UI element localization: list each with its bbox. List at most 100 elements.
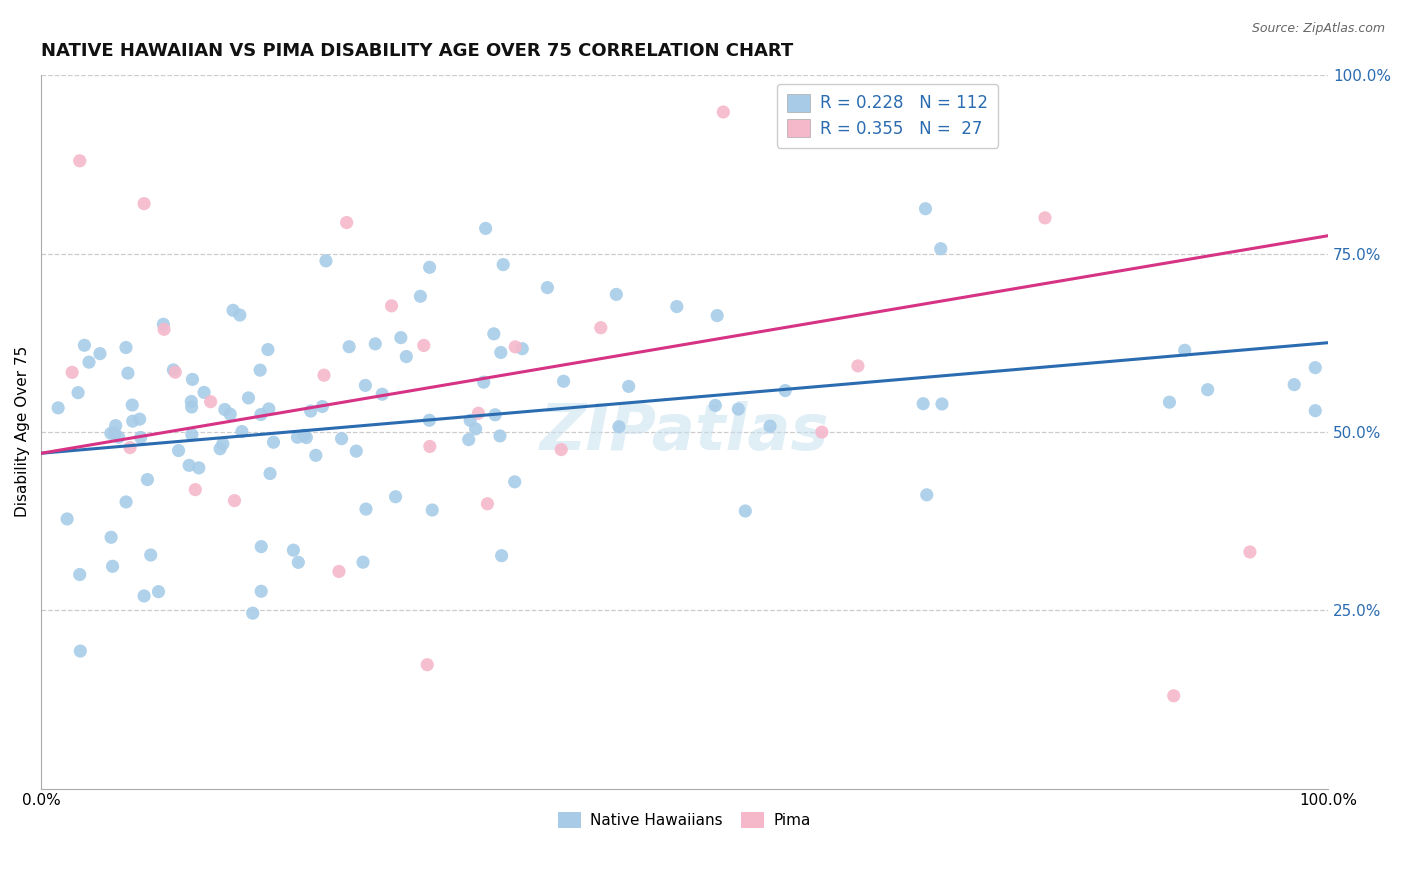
- Point: [129, 430, 152, 444]
- Point: [46, 401, 69, 415]
- Point: [250, 584, 273, 599]
- Point: [915, 488, 938, 502]
- Point: [165, 365, 187, 379]
- Point: [464, 422, 486, 436]
- Point: [1159, 395, 1181, 409]
- Point: [104, 426, 127, 441]
- Point: [665, 300, 688, 314]
- Point: [231, 425, 253, 439]
- Point: [914, 202, 936, 216]
- Point: [69, 567, 91, 582]
- Point: [167, 443, 190, 458]
- Point: [472, 375, 495, 389]
- Point: [292, 428, 315, 442]
- Point: [219, 407, 242, 421]
- Point: [1239, 545, 1261, 559]
- Point: [107, 430, 129, 444]
- Point: [287, 555, 309, 569]
- Point: [419, 439, 441, 453]
- Point: [344, 444, 367, 458]
- Point: [773, 384, 796, 398]
- Point: [371, 387, 394, 401]
- Point: [491, 549, 513, 563]
- Point: [181, 372, 204, 386]
- Point: [759, 419, 782, 434]
- Point: [305, 448, 328, 462]
- Point: [315, 253, 337, 268]
- Point: [457, 433, 479, 447]
- Point: [607, 419, 630, 434]
- Point: [380, 299, 402, 313]
- Point: [283, 543, 305, 558]
- Point: [416, 657, 439, 672]
- Point: [704, 399, 727, 413]
- Point: [711, 105, 734, 120]
- Point: [229, 308, 252, 322]
- Point: [550, 442, 572, 457]
- Point: [56, 512, 79, 526]
- Text: Source: ZipAtlas.com: Source: ZipAtlas.com: [1251, 22, 1385, 36]
- Point: [132, 589, 155, 603]
- Point: [931, 397, 953, 411]
- Point: [727, 402, 749, 417]
- Point: [180, 400, 202, 414]
- Point: [118, 441, 141, 455]
- Point: [89, 346, 111, 360]
- Point: [354, 502, 377, 516]
- Point: [312, 368, 335, 383]
- Point: [1033, 211, 1056, 225]
- Point: [489, 429, 512, 443]
- Point: [214, 402, 236, 417]
- Point: [330, 432, 353, 446]
- Point: [418, 413, 440, 427]
- Point: [503, 475, 526, 489]
- Point: [67, 385, 90, 400]
- Point: [492, 258, 515, 272]
- Point: [153, 322, 176, 336]
- Point: [354, 378, 377, 392]
- Point: [179, 458, 201, 473]
- Point: [1197, 383, 1219, 397]
- Point: [60, 365, 83, 379]
- Point: [589, 320, 612, 334]
- Point: [115, 495, 138, 509]
- Point: [395, 350, 418, 364]
- Point: [489, 345, 512, 359]
- Point: [510, 342, 533, 356]
- Point: [73, 338, 96, 352]
- Point: [180, 427, 202, 442]
- Y-axis label: Disability Age Over 75: Disability Age Over 75: [15, 346, 30, 517]
- Point: [477, 497, 499, 511]
- Point: [311, 400, 333, 414]
- Point: [212, 437, 235, 451]
- Point: [222, 303, 245, 318]
- Point: [929, 242, 952, 256]
- Point: [1303, 360, 1326, 375]
- Point: [148, 584, 170, 599]
- Point: [115, 341, 138, 355]
- Point: [912, 397, 935, 411]
- Point: [128, 412, 150, 426]
- Point: [238, 391, 260, 405]
- Point: [605, 287, 627, 301]
- Point: [200, 394, 222, 409]
- Point: [139, 548, 162, 562]
- Point: [249, 363, 271, 377]
- Point: [136, 473, 159, 487]
- Point: [706, 309, 728, 323]
- Point: [734, 504, 756, 518]
- Point: [299, 404, 322, 418]
- Point: [69, 644, 91, 658]
- Point: [257, 343, 280, 357]
- Point: [553, 374, 575, 388]
- Point: [101, 559, 124, 574]
- Point: [209, 442, 232, 456]
- Text: NATIVE HAWAIIAN VS PIMA DISABILITY AGE OVER 75 CORRELATION CHART: NATIVE HAWAIIAN VS PIMA DISABILITY AGE O…: [41, 42, 793, 60]
- Point: [132, 196, 155, 211]
- Point: [250, 408, 273, 422]
- Point: [846, 359, 869, 373]
- Point: [295, 431, 318, 445]
- Text: ZIPatlas: ZIPatlas: [540, 401, 830, 463]
- Point: [193, 385, 215, 400]
- Point: [389, 331, 412, 345]
